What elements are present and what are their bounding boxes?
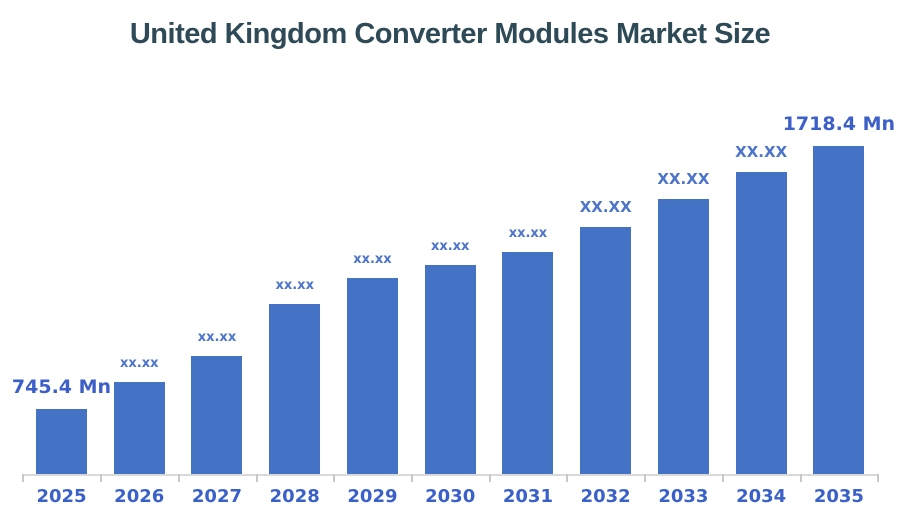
x-axis-label-2031: 2031 bbox=[502, 486, 553, 507]
x-axis-label-2025: 2025 bbox=[36, 486, 87, 507]
bar-2034 bbox=[735, 172, 787, 474]
x-axis-label-2027: 2027 bbox=[191, 486, 243, 507]
bar-2032 bbox=[580, 227, 632, 474]
x-axis-tick bbox=[411, 474, 413, 482]
x-axis-tick bbox=[566, 474, 569, 482]
x-axis-label-2032: 2032 bbox=[580, 486, 631, 507]
x-axis-tick bbox=[877, 474, 880, 482]
bar-value-label-2028: xx.xx bbox=[275, 278, 314, 293]
x-axis-label-2026: 2026 bbox=[114, 486, 165, 507]
bar-2028 bbox=[269, 304, 321, 474]
x-axis-tick bbox=[644, 474, 647, 482]
x-axis-label-2028: 2028 bbox=[269, 486, 320, 507]
x-axis-tick bbox=[22, 474, 25, 482]
bar-value-label-2033: XX.XX bbox=[657, 170, 710, 188]
bar-2026 bbox=[113, 382, 165, 474]
x-axis-tick bbox=[488, 474, 491, 482]
bar-value-label-2034: XX.XX bbox=[735, 143, 788, 161]
x-axis-tick bbox=[333, 474, 336, 482]
bar-2031 bbox=[502, 252, 554, 474]
x-axis-line bbox=[22, 474, 878, 476]
bar-value-label-2026: xx.xx bbox=[119, 356, 159, 371]
bar-value-label-2035: 1718.4 Mn bbox=[782, 113, 896, 135]
x-axis-tick bbox=[100, 474, 103, 482]
x-axis-label-2029: 2029 bbox=[347, 486, 398, 507]
x-axis-label-2033: 2033 bbox=[658, 486, 709, 507]
bar-value-label-2025: 745.4 Mn bbox=[11, 376, 112, 398]
bar-2033 bbox=[657, 199, 709, 474]
chart-title: United Kingdom Converter Modules Market … bbox=[129, 18, 771, 50]
bar-2027 bbox=[191, 356, 243, 474]
bar-value-label-2029: xx.xx bbox=[353, 252, 392, 267]
x-axis-label-2034: 2034 bbox=[736, 486, 787, 507]
bar-2029 bbox=[346, 278, 398, 474]
bar-2025 bbox=[36, 409, 87, 474]
x-axis-tick bbox=[255, 474, 258, 482]
x-axis-label-2030: 2030 bbox=[425, 486, 476, 507]
x-axis-label-2035: 2035 bbox=[813, 486, 864, 507]
x-axis-tick bbox=[799, 474, 802, 482]
bar-2035 bbox=[813, 146, 865, 474]
bar-2030 bbox=[424, 265, 476, 474]
bar-value-label-2031: xx.xx bbox=[508, 226, 548, 241]
bar-value-label-2030: xx.xx bbox=[430, 239, 470, 254]
x-axis-tick bbox=[721, 474, 724, 482]
bar-value-label-2032: XX.XX bbox=[579, 198, 632, 216]
x-axis-tick bbox=[177, 474, 180, 482]
bar-value-label-2027: xx.xx bbox=[197, 330, 237, 345]
